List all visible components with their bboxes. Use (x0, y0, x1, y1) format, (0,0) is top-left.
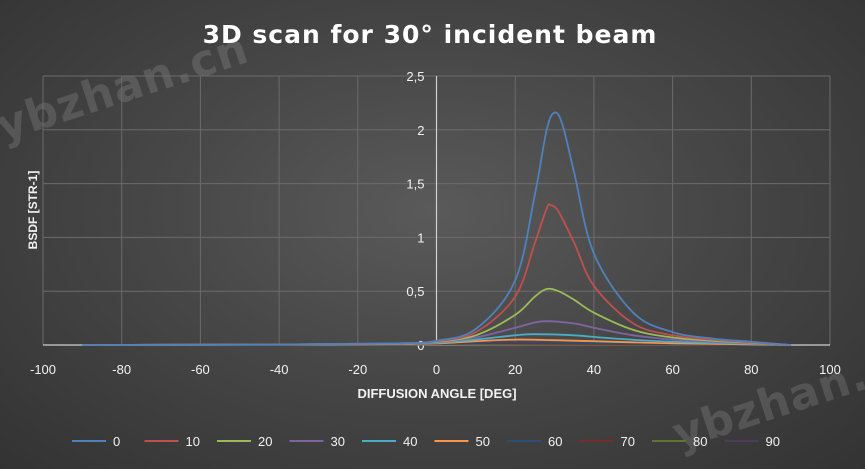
legend-label-60: 60 (548, 434, 562, 449)
x-tick-label: -60 (191, 362, 210, 377)
x-tick-label: -20 (348, 362, 367, 377)
legend-label-10: 10 (186, 434, 200, 449)
chart-title: 3D scan for 30° incident beam (203, 20, 658, 49)
series-line-0 (82, 111, 791, 346)
x-tick-label: 0 (433, 362, 440, 377)
y-tick-label: 0,5 (406, 284, 424, 299)
legend-label-0: 0 (113, 434, 120, 449)
x-tick-label: 100 (819, 362, 841, 377)
y-tick-label: 2 (417, 123, 424, 138)
legend-label-70: 70 (621, 434, 635, 449)
legend-label-50: 50 (476, 434, 490, 449)
x-tick-label: 80 (744, 362, 758, 377)
x-tick-label: -80 (112, 362, 131, 377)
series-lines (82, 111, 791, 346)
legend-label-30: 30 (331, 434, 345, 449)
x-tick-label: 20 (508, 362, 522, 377)
legend-label-40: 40 (403, 434, 417, 449)
legend-label-20: 20 (258, 434, 272, 449)
y-tick-label: 2,5 (406, 69, 424, 84)
x-tick-label: 40 (587, 362, 601, 377)
legend: 0 10 20 30 40 50 60 70 80 90 (72, 434, 780, 449)
y-tick-label: 1 (417, 230, 424, 245)
x-tick-label: -40 (270, 362, 289, 377)
x-axis-label: DIFFUSION ANGLE [DEG] (357, 386, 516, 401)
legend-label-90: 90 (766, 434, 780, 449)
legend-label-80: 80 (693, 434, 707, 449)
y-tick-label: 1,5 (406, 177, 424, 192)
x-tick-label: 60 (665, 362, 679, 377)
x-tick-label: -100 (30, 362, 56, 377)
y-axis-label: BSDF [STR-1] (26, 171, 40, 250)
axes: -100-80-60-40-2002040608010000,511,522,5 (30, 69, 841, 377)
